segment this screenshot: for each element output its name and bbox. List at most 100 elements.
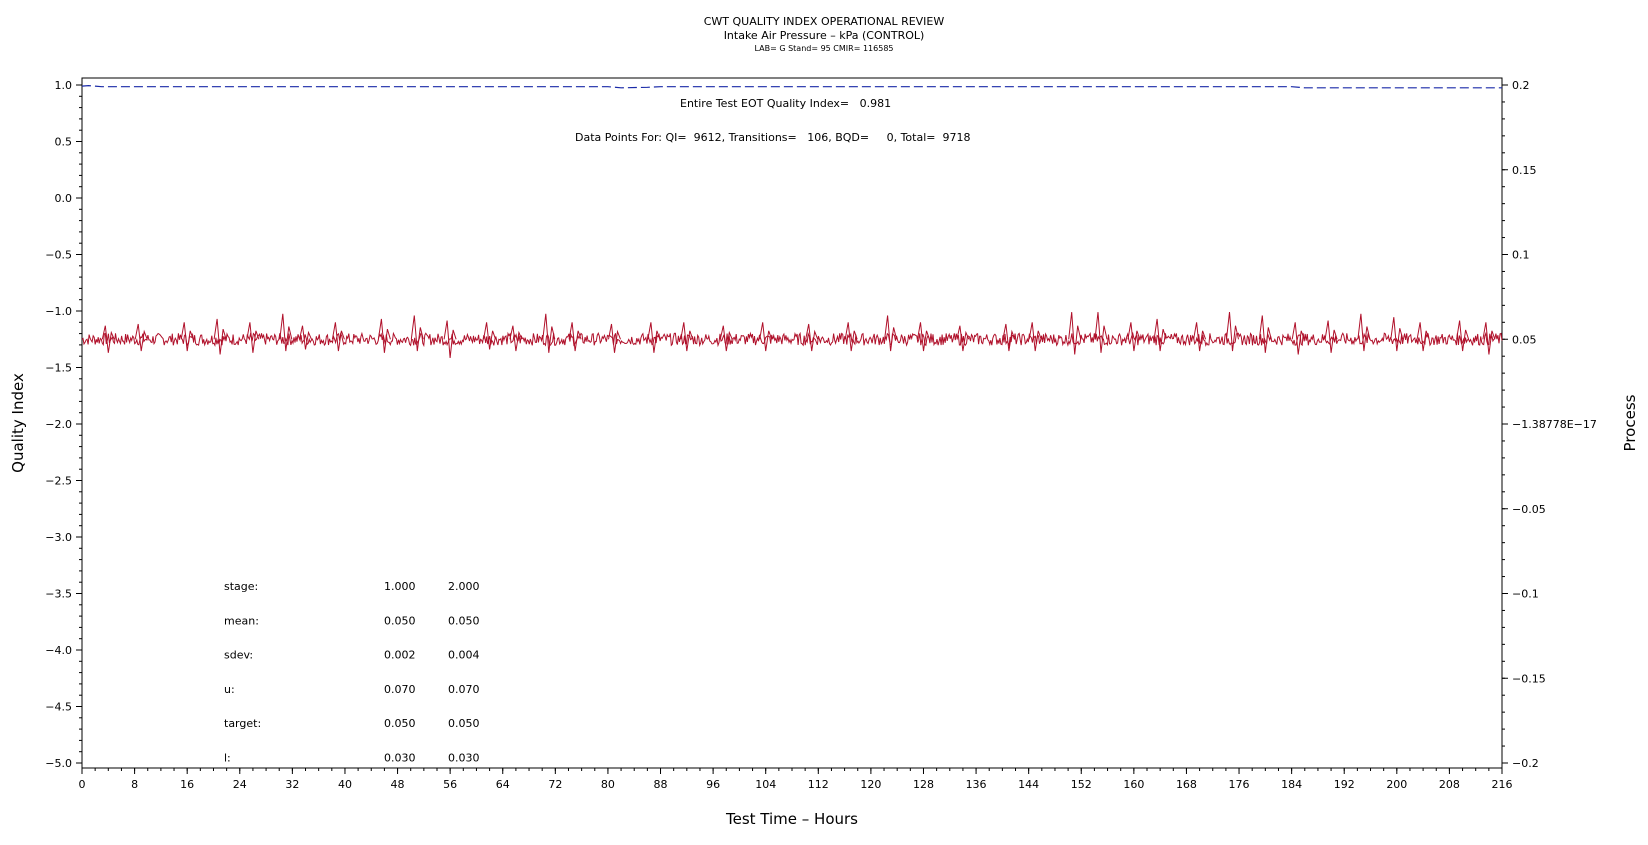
process-spike — [1127, 322, 1141, 352]
process-spike — [805, 323, 819, 352]
y-tick-label: −4.0 — [45, 644, 72, 657]
process-spike — [1482, 322, 1496, 355]
process-spike — [443, 320, 457, 358]
x-tick-label: 176 — [1229, 778, 1250, 791]
process-spike — [1226, 312, 1239, 352]
y-tick-label: −3.5 — [45, 588, 72, 601]
y-tick-label: 0.5 — [55, 136, 73, 149]
process-spike — [1028, 322, 1042, 352]
process-spike — [509, 325, 523, 352]
process-spike — [844, 322, 858, 352]
process-spike — [279, 313, 293, 352]
y-axis-label: Quality Index — [9, 373, 27, 473]
y-tick-label: −2.0 — [45, 418, 72, 431]
x-tick-label: 16 — [180, 778, 194, 791]
x-tick-label: 48 — [391, 778, 405, 791]
process-spike — [1153, 318, 1167, 352]
process-spike — [134, 323, 148, 352]
x-tick-label: 152 — [1071, 778, 1092, 791]
process-spike — [1357, 313, 1371, 352]
process-spike — [680, 322, 694, 352]
chart-lab-info: LAB= G Stand= 95 CMIR= 116585 — [754, 44, 894, 53]
x-tick-label: 64 — [496, 778, 510, 791]
y-tick-label: −1.5 — [45, 362, 72, 375]
bottom-axis: 0 8 16 24 32 40 48 56 64 72 80 88 96 104 112 120 128 136 1… — [79, 768, 1513, 791]
y-tick-label: −2.5 — [45, 475, 72, 488]
qi-series-line — [81, 84, 1502, 89]
x-tick-label: 104 — [755, 778, 776, 791]
stats-row-value-2: 0.004 — [448, 649, 480, 662]
x-tick-label: 208 — [1439, 778, 1460, 791]
process-spike — [299, 325, 312, 350]
x-tick-label: 80 — [601, 778, 615, 791]
x-tick-label: 120 — [860, 778, 881, 791]
process-spike — [180, 322, 194, 352]
x-tick-label: 40 — [338, 778, 352, 791]
y2-tick-label: −0.1 — [1512, 588, 1539, 601]
y-tick-label: −5.0 — [45, 757, 72, 770]
process-spike — [1002, 323, 1016, 352]
y2-tick-label: 0.2 — [1512, 79, 1530, 92]
process-spike — [884, 315, 898, 352]
y2-tick-label: −0.15 — [1512, 672, 1546, 685]
process-spike — [483, 322, 497, 350]
process-spike — [1324, 320, 1338, 353]
y2-tick-label: 0.15 — [1512, 164, 1537, 177]
chart-subtitle: Intake Air Pressure – kPa (CONTROL) — [723, 29, 925, 42]
x-tick-label: 24 — [233, 778, 247, 791]
x-tick-label: 192 — [1334, 778, 1355, 791]
process-spike — [1258, 315, 1272, 353]
x-tick-label: 160 — [1123, 778, 1144, 791]
stats-row-value-2: 0.050 — [448, 717, 480, 730]
eot-annotation: Entire Test EOT Quality Index= 0.981 — [680, 97, 891, 110]
y-tick-label: −4.5 — [45, 701, 72, 714]
process-spike — [1416, 322, 1430, 352]
chart-title: CWT QUALITY INDEX OPERATIONAL REVIEW — [703, 15, 945, 28]
right-axis: 0.2 0.15 0.1 0.05 −1.38778E−17 −0.05 −0.1 −0.15… — [1502, 79, 1597, 770]
process-spike — [956, 325, 970, 352]
process-spike — [647, 322, 661, 353]
y-tick-label: 0.0 — [55, 192, 73, 205]
x-tick-label: 184 — [1281, 778, 1302, 791]
y-tick-label: 1.0 — [55, 79, 73, 92]
x-tick-label: 32 — [285, 778, 299, 791]
stats-row-value-2: 0.030 — [448, 752, 480, 765]
datapoints-annotation: Data Points For: QI= 9612, Transitions= … — [575, 131, 970, 144]
x-tick-label: 88 — [654, 778, 668, 791]
process-spike — [1456, 320, 1470, 352]
plot-frame — [81, 77, 1503, 769]
stats-row-value-2: 0.070 — [448, 683, 480, 696]
process-spike — [568, 322, 582, 352]
y-tick-label: −0.5 — [45, 249, 72, 262]
process-spike — [1291, 322, 1305, 355]
stats-row-value-1: 0.002 — [384, 649, 416, 662]
x-tick-label: 8 — [131, 778, 138, 791]
stats-row-value-1: 0.050 — [384, 717, 416, 730]
stats-row-value-1: 1.000 — [384, 580, 416, 593]
x-tick-label: 168 — [1176, 778, 1197, 791]
process-spike — [719, 325, 733, 352]
process-spike — [377, 318, 391, 353]
process-spike — [608, 323, 621, 353]
stats-row-label: u: — [224, 683, 235, 696]
x-tick-label: 112 — [808, 778, 829, 791]
x-tick-label: 216 — [1492, 778, 1513, 791]
y2-tick-label: 0.1 — [1512, 249, 1530, 262]
y-tick-label: −1.0 — [45, 305, 72, 318]
y2-tick-label: 0.05 — [1512, 333, 1537, 346]
stats-row-label: l: — [224, 752, 231, 765]
x-tick-label: 0 — [79, 778, 86, 791]
process-spike — [1193, 322, 1207, 352]
process-series-line — [81, 331, 1503, 348]
stats-row-label: target: — [224, 717, 261, 730]
y-tick-label: −3.0 — [45, 531, 72, 544]
x-tick-label: 136 — [966, 778, 987, 791]
process-spike — [331, 322, 345, 352]
x-tick-label: 128 — [913, 778, 934, 791]
stats-row-label: mean: — [224, 614, 259, 627]
process-spike — [1094, 312, 1108, 353]
process-spike — [917, 322, 930, 352]
stats-row-label: sdev: — [224, 649, 253, 662]
process-spike — [1068, 312, 1082, 355]
